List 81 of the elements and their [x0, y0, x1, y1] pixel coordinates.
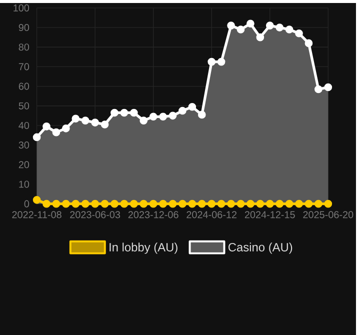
- point: [72, 200, 80, 208]
- point: [246, 200, 254, 208]
- x-tick-label: 2023-12-06: [128, 211, 178, 218]
- point: [217, 200, 226, 208]
- point: [91, 200, 99, 208]
- point: [217, 58, 226, 66]
- point: [324, 83, 332, 92]
- point: [236, 200, 245, 208]
- point: [304, 200, 313, 208]
- x-tick-label: 2024-12-15: [244, 211, 295, 218]
- x-tick-label: 2023-06-03: [70, 211, 120, 218]
- point: [295, 29, 303, 38]
- point: [188, 200, 196, 208]
- point: [314, 200, 322, 208]
- y-tick-label: 30: [18, 142, 30, 149]
- point: [266, 22, 274, 30]
- point: [62, 124, 70, 132]
- point: [81, 116, 90, 124]
- y-tick-label: 80: [18, 44, 30, 51]
- point: [100, 200, 109, 208]
- point: [159, 112, 167, 121]
- point: [81, 200, 90, 208]
- point: [285, 200, 294, 208]
- y-tick-label: 10: [19, 180, 30, 188]
- point: [149, 200, 158, 208]
- point: [276, 24, 284, 32]
- y-tick-label: 70: [18, 63, 30, 70]
- point: [256, 200, 264, 208]
- point: [168, 112, 177, 120]
- legend-label: In lobby (AU): [110, 242, 178, 254]
- point: [110, 200, 118, 208]
- point: [42, 200, 50, 208]
- point: [62, 200, 70, 208]
- point: [198, 110, 206, 119]
- point: [227, 200, 235, 208]
- point: [285, 26, 294, 34]
- point: [256, 33, 264, 42]
- point: [130, 108, 138, 117]
- point: [120, 108, 128, 117]
- point: [198, 200, 206, 208]
- point: [149, 112, 158, 121]
- point: [304, 39, 313, 48]
- point: [246, 20, 254, 28]
- y-tick-label: 20: [18, 161, 30, 168]
- point: [314, 85, 322, 94]
- y-tick-label: 40: [18, 122, 30, 129]
- point: [178, 200, 186, 208]
- point: [208, 200, 216, 208]
- point: [188, 102, 196, 111]
- x-tick-label: 2025-06-20: [303, 211, 354, 218]
- y-tick-label: 100: [14, 4, 30, 12]
- point: [32, 133, 41, 142]
- point: [120, 200, 128, 208]
- point: [178, 106, 186, 115]
- point: [140, 200, 148, 208]
- point: [72, 114, 80, 122]
- point: [42, 122, 50, 130]
- y-tick-label: 60: [18, 82, 30, 90]
- y-tick-label: 90: [18, 24, 30, 32]
- point: [159, 200, 167, 208]
- point: [100, 120, 109, 128]
- point: [236, 26, 245, 34]
- legend-label: Casino (AU): [228, 242, 292, 254]
- x-tick-label: 2024-06-12: [186, 211, 237, 218]
- point: [227, 22, 235, 30]
- point: [110, 108, 118, 117]
- point: [52, 200, 60, 208]
- point: [130, 200, 138, 208]
- point: [91, 118, 99, 126]
- y-tick-label: 50: [18, 102, 30, 110]
- y-tick-label: 0: [24, 200, 30, 208]
- point: [140, 116, 148, 124]
- point: [208, 58, 216, 66]
- point: [266, 200, 274, 208]
- point: [52, 128, 60, 136]
- point: [276, 200, 284, 208]
- x-tick-label: 2022-11-08: [12, 211, 62, 218]
- point: [324, 200, 332, 208]
- point: [295, 200, 303, 208]
- point: [32, 196, 41, 204]
- point: [168, 200, 177, 208]
